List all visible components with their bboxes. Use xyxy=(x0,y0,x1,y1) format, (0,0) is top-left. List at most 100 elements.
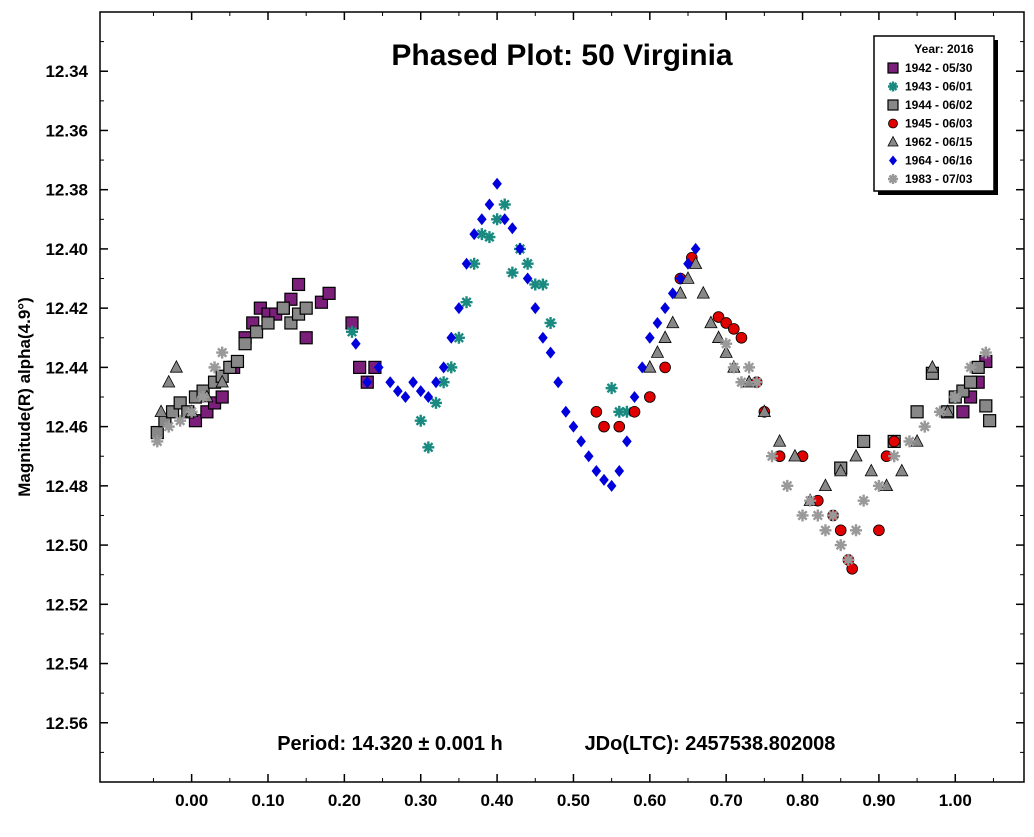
series-1 xyxy=(346,198,633,454)
y-axis-label: Magnitude(R) alpha(4.9°) xyxy=(15,297,34,496)
data-point xyxy=(719,345,733,358)
data-point xyxy=(598,420,610,433)
data-point xyxy=(261,316,275,330)
data-point xyxy=(712,311,725,323)
data-point xyxy=(483,231,496,244)
data-point xyxy=(934,405,946,418)
x-tick-label: 0.20 xyxy=(328,791,361,810)
legend-label: 1945 - 06/03 xyxy=(905,117,973,131)
data-point xyxy=(743,361,756,374)
data-point xyxy=(461,257,472,270)
data-point xyxy=(659,361,671,374)
data-point xyxy=(979,346,992,359)
data-point xyxy=(834,463,848,477)
data-point xyxy=(521,257,534,270)
data-point xyxy=(772,433,787,447)
legend-marker xyxy=(888,81,898,92)
data-point xyxy=(215,390,229,404)
data-point xyxy=(964,361,977,374)
data-point xyxy=(238,337,252,351)
data-point xyxy=(346,325,358,338)
data-point xyxy=(291,277,306,292)
data-point xyxy=(645,331,655,344)
x-axis: 0.00 0.10 0.20 0.30 0.40 0.50 0.60 0.70 0.80 0.90… xyxy=(152,12,994,810)
legend-title: Year: 2016 xyxy=(914,42,974,56)
data-point xyxy=(888,435,900,448)
data-point xyxy=(620,405,633,418)
data-point xyxy=(903,435,916,448)
data-point xyxy=(299,331,313,345)
legend-marker xyxy=(889,155,897,166)
legend-label: 1962 - 06/15 xyxy=(905,135,973,149)
data-point xyxy=(720,337,733,350)
data-point xyxy=(613,405,626,418)
data-point xyxy=(536,278,549,291)
data-point xyxy=(452,331,465,344)
data-point xyxy=(590,406,603,418)
legend-label: 1943 - 06/01 xyxy=(905,80,973,94)
data-point xyxy=(696,285,710,299)
data-point xyxy=(666,315,680,329)
data-point xyxy=(185,405,198,418)
data-point xyxy=(819,524,832,537)
data-point xyxy=(591,465,602,478)
data-point xyxy=(681,271,695,284)
series-0 xyxy=(188,277,993,428)
y-tick-label: 12.44 xyxy=(45,358,88,377)
data-point xyxy=(484,198,495,211)
data-point xyxy=(454,302,464,315)
data-point xyxy=(735,376,748,389)
data-point xyxy=(430,396,442,409)
data-point xyxy=(553,376,563,389)
y-tick-label: 12.50 xyxy=(45,536,88,555)
data-point xyxy=(629,391,640,403)
legend-box xyxy=(873,35,995,192)
data-point xyxy=(910,405,924,419)
data-point xyxy=(498,198,511,211)
y-tick-label: 12.46 xyxy=(45,418,88,437)
data-point xyxy=(895,463,909,477)
y-tick-label: 12.40 xyxy=(45,240,88,259)
data-point xyxy=(151,435,164,448)
data-point xyxy=(622,435,632,448)
data-point xyxy=(249,325,264,339)
legend-label: 1983 - 07/03 xyxy=(905,172,973,186)
data-point xyxy=(643,359,657,373)
data-point xyxy=(872,479,885,492)
data-point xyxy=(438,361,449,374)
legend-marker xyxy=(887,62,899,74)
data-point xyxy=(506,266,519,279)
data-point xyxy=(415,385,426,398)
data-point xyxy=(849,448,863,462)
data-point xyxy=(445,361,458,374)
data-point xyxy=(766,450,778,463)
data-point xyxy=(414,414,427,427)
x-tick-label: 0.10 xyxy=(251,791,284,810)
period-annotation: Period: 14.320 ± 0.001 h xyxy=(277,733,503,755)
data-point xyxy=(864,463,878,477)
data-point xyxy=(918,420,931,433)
data-point xyxy=(544,316,557,329)
data-point xyxy=(613,420,626,433)
data-point xyxy=(949,391,962,403)
data-point xyxy=(499,213,510,226)
data-point xyxy=(979,399,993,413)
data-point xyxy=(888,450,901,463)
data-point xyxy=(644,391,656,403)
data-point xyxy=(728,323,740,335)
data-point xyxy=(788,448,802,462)
data-point xyxy=(507,222,518,235)
y-tick-label: 12.34 xyxy=(45,62,88,81)
data-point xyxy=(727,361,740,374)
data-point xyxy=(605,382,618,395)
data-point xyxy=(408,376,418,389)
data-point xyxy=(468,257,481,270)
y-tick-label: 12.36 xyxy=(45,121,88,140)
data-point xyxy=(423,391,434,403)
data-point xyxy=(216,346,229,359)
data-point xyxy=(197,391,210,403)
data-point xyxy=(796,509,809,522)
data-point xyxy=(956,405,970,419)
data-point xyxy=(850,524,862,537)
